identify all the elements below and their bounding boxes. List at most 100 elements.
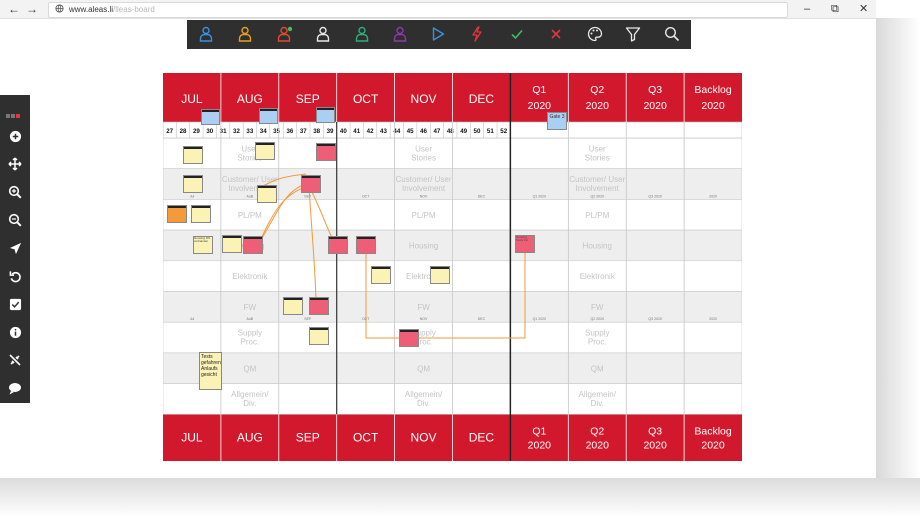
sticky-note[interactable] bbox=[167, 205, 187, 223]
note-header bbox=[317, 144, 335, 146]
lane-label: PL/PM bbox=[238, 211, 262, 220]
month-footer-label: DEC bbox=[469, 430, 495, 444]
info-icon[interactable] bbox=[5, 322, 25, 342]
sticky-note[interactable] bbox=[399, 329, 419, 347]
check-icon[interactable] bbox=[506, 24, 528, 44]
sidebar-drag-handle[interactable] bbox=[6, 105, 24, 118]
lane-month-tag: Q2 2020 bbox=[591, 317, 604, 321]
sticky-note[interactable] bbox=[316, 143, 336, 161]
minimize-button[interactable]: – bbox=[804, 3, 811, 15]
sticky-note[interactable] bbox=[259, 108, 278, 124]
sticky-note[interactable] bbox=[191, 205, 211, 223]
note-header bbox=[372, 267, 390, 269]
sticky-note-large[interactable]: Tests gefahren Anlaufs gesicht bbox=[199, 352, 222, 390]
week-number: 52 bbox=[500, 128, 507, 135]
back-button[interactable]: ← bbox=[8, 2, 20, 16]
forward-button[interactable]: → bbox=[26, 2, 38, 16]
lane-month-tag: NOV bbox=[420, 194, 428, 198]
top-toolbar bbox=[187, 20, 691, 49]
sticky-note[interactable] bbox=[243, 236, 263, 254]
month-header-label: OCT bbox=[353, 92, 379, 106]
notes-layer: Gate 3 Housing DS vorhanden Housing Tests … bbox=[163, 73, 742, 461]
address-bar[interactable]: www.aleas.li/lleas-board bbox=[48, 2, 788, 18]
month-footer-label: OCT bbox=[353, 430, 379, 444]
sticky-note[interactable] bbox=[283, 297, 303, 315]
lane-label: Customer/ User Involvement bbox=[222, 175, 278, 193]
person-orange-icon[interactable] bbox=[234, 24, 256, 44]
sticky-note[interactable] bbox=[309, 327, 329, 345]
sticky-note[interactable] bbox=[309, 297, 329, 315]
week-number: 27 bbox=[166, 128, 173, 135]
note-header bbox=[223, 236, 241, 238]
restore-button[interactable]: ⧉ bbox=[831, 3, 839, 15]
lightning-icon[interactable] bbox=[466, 24, 488, 44]
note-header bbox=[317, 108, 334, 110]
lane-label: PL/PM bbox=[412, 211, 436, 220]
note-header bbox=[202, 110, 219, 112]
month-header-label: Q3 bbox=[648, 84, 662, 96]
week-number: 28 bbox=[180, 128, 187, 135]
navigate-icon[interactable] bbox=[5, 238, 25, 258]
play-icon[interactable] bbox=[427, 24, 449, 44]
person-white-icon[interactable] bbox=[312, 24, 334, 44]
month-header-label: Q2 bbox=[590, 84, 604, 96]
disconnect-icon[interactable] bbox=[5, 350, 25, 370]
week-number: 41 bbox=[353, 128, 360, 135]
note-header bbox=[168, 206, 186, 208]
month-footer-label: Q1 bbox=[532, 425, 546, 437]
lane-label: Housing bbox=[583, 241, 612, 250]
sticky-note[interactable] bbox=[255, 142, 275, 160]
checklist-icon[interactable] bbox=[5, 294, 25, 314]
person-teal-icon[interactable] bbox=[351, 24, 373, 44]
month-footer-label: 2020 bbox=[701, 439, 725, 451]
roadmap-board[interactable]: JUL JUL AUG AUG SEP SEP OCT OCT NOV NOV DEC DEC Q1 20… bbox=[163, 73, 742, 461]
week-number: 46 bbox=[420, 128, 427, 135]
sticky-note[interactable] bbox=[328, 236, 348, 254]
zoom-out-icon[interactable] bbox=[5, 210, 25, 230]
undo-icon[interactable] bbox=[5, 266, 25, 286]
chat-icon[interactable] bbox=[5, 378, 25, 398]
close-window-button[interactable]: ✕ bbox=[859, 3, 869, 15]
gate-note[interactable]: Gate 3 bbox=[547, 112, 567, 130]
sticky-note[interactable] bbox=[257, 185, 277, 203]
note-header bbox=[329, 237, 347, 239]
move-icon[interactable] bbox=[5, 154, 25, 174]
lane-month-tag: DEC bbox=[478, 317, 486, 321]
sticky-note[interactable] bbox=[222, 235, 242, 253]
lane-month-tag: SEP bbox=[304, 317, 312, 321]
zoom-in-icon[interactable] bbox=[5, 182, 25, 202]
note-header bbox=[357, 237, 375, 239]
sticky-note[interactable] bbox=[371, 266, 391, 284]
lane-month-tag: Jul bbox=[190, 194, 195, 198]
search-icon[interactable] bbox=[661, 24, 683, 44]
lane-label: Customer/ User Involvement bbox=[569, 175, 625, 193]
sticky-note[interactable] bbox=[430, 266, 450, 284]
note-header bbox=[400, 330, 418, 332]
add-icon[interactable] bbox=[5, 126, 25, 146]
week-number: 36 bbox=[286, 128, 293, 135]
cross-icon[interactable] bbox=[545, 24, 567, 44]
lane-month-tag: Q3 2020 bbox=[648, 317, 661, 321]
sticky-note[interactable] bbox=[201, 109, 220, 125]
person-blue-icon[interactable] bbox=[195, 24, 217, 44]
sticky-note[interactable] bbox=[301, 175, 321, 193]
filter-icon[interactable] bbox=[622, 24, 644, 44]
note-header bbox=[244, 237, 262, 239]
person-red-online-icon[interactable] bbox=[274, 24, 296, 44]
lane-label: Elektronik bbox=[232, 272, 268, 281]
week-number: 37 bbox=[300, 128, 307, 135]
sticky-note[interactable] bbox=[183, 146, 203, 164]
url-host: www.aleas.li bbox=[69, 5, 114, 14]
sticky-note[interactable] bbox=[183, 175, 203, 193]
month-header-label: DEC bbox=[469, 92, 495, 106]
sticky-note[interactable] bbox=[316, 107, 335, 123]
sticky-note[interactable]: Housing DS vorhanden bbox=[193, 236, 213, 254]
palette-icon[interactable] bbox=[584, 24, 606, 44]
sticky-note[interactable]: Housing Tests frei bbox=[515, 235, 535, 253]
sticky-note[interactable] bbox=[356, 236, 376, 254]
lane-month-tag: DEC bbox=[478, 194, 486, 198]
person-purple-icon[interactable] bbox=[389, 24, 411, 44]
week-number: 40 bbox=[340, 128, 347, 135]
week-number: 44 bbox=[393, 128, 400, 135]
lane-month-tag: AuB bbox=[247, 194, 254, 198]
